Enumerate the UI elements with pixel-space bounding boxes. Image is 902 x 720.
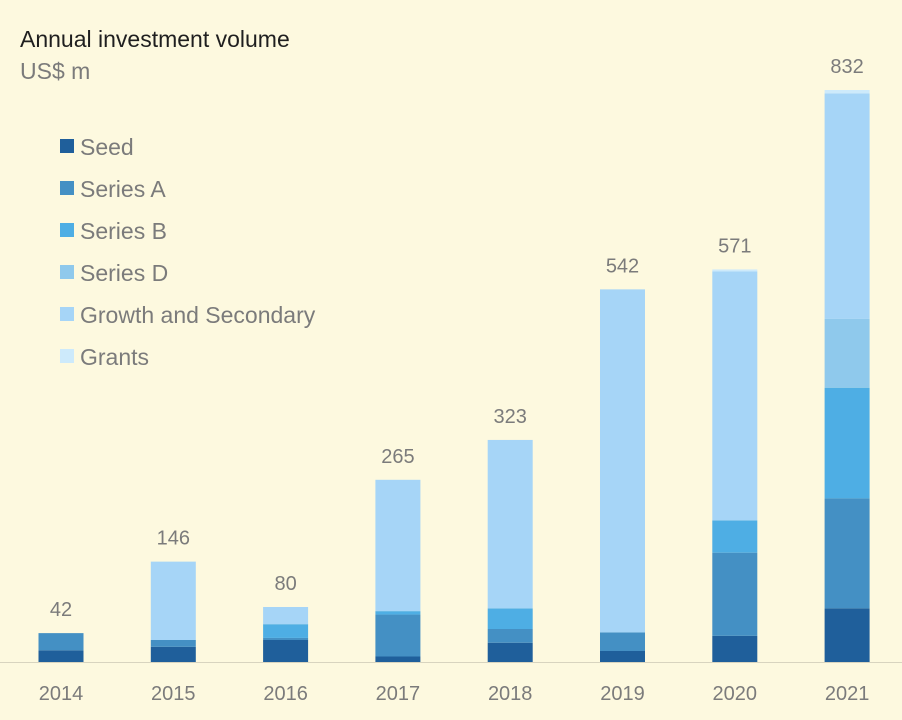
legend-swatch-1: [60, 181, 74, 195]
bar-2021-1: [824, 498, 870, 609]
total-label-2016: 80: [274, 573, 296, 595]
chart-subtitle: US$ m: [20, 58, 90, 84]
total-label-2019: 542: [606, 255, 639, 277]
total-label-2015: 146: [157, 528, 190, 550]
bar-2019-0: [600, 651, 645, 662]
legend-swatch-4: [60, 307, 74, 321]
bar-2021-4: [824, 93, 870, 319]
bar-2017-2: [375, 611, 421, 615]
bars: [38, 90, 870, 662]
bar-2021-3: [824, 318, 870, 388]
bar-2018-1: [487, 629, 533, 643]
bar-2016-4: [263, 607, 309, 625]
bar-2015-0: [150, 646, 196, 662]
x-tick-2014: 2014: [39, 683, 84, 705]
bar-2020-2: [712, 520, 758, 553]
legend-label-0: Seed: [80, 134, 134, 160]
x-tick-2019: 2019: [600, 683, 645, 705]
bar-2017-0: [375, 656, 421, 662]
legend-label-1: Series A: [80, 176, 166, 202]
bar-2015-4: [150, 561, 196, 640]
legend-swatch-5: [60, 349, 74, 363]
chart-title: Annual investment volume: [20, 26, 290, 52]
total-label-2018: 323: [494, 406, 527, 428]
bar-2019-1: [600, 632, 645, 651]
x-tick-2015: 2015: [151, 683, 196, 705]
bar-2020-1: [712, 552, 758, 636]
bar-2020-0: [712, 635, 758, 662]
bar-2020-5: [712, 269, 758, 272]
legend-swatch-2: [60, 223, 74, 237]
bar-2021-5: [824, 90, 870, 94]
bar-2018-0: [487, 642, 533, 662]
x-tick-2021: 2021: [825, 683, 870, 705]
legend-label-2: Series B: [80, 218, 167, 244]
x-tick-2016: 2016: [263, 683, 308, 705]
bar-2019-4: [600, 289, 645, 633]
bar-2017-1: [375, 614, 421, 657]
legend-swatch-0: [60, 139, 74, 153]
bar-2015-1: [150, 640, 196, 647]
bar-2018-2: [487, 608, 533, 629]
legend: Seed Series A Series B Series D Growth and S…: [60, 134, 316, 370]
x-tick-2020: 2020: [713, 683, 758, 705]
legend-swatch-3: [60, 265, 74, 279]
total-label-2021: 832: [830, 56, 863, 78]
x-tick-labels: 2014 2015 2016 2017 2018 2019 2020 2021: [39, 683, 870, 705]
bar-2017-4: [375, 479, 421, 612]
legend-label-3: Series D: [80, 260, 168, 286]
bar-2016-1: [263, 637, 309, 640]
total-labels: 42 146 80 265 323 542 571 832: [50, 56, 864, 621]
bar-2016-0: [263, 640, 309, 662]
legend-label-4: Growth and Secondary: [80, 302, 316, 328]
total-label-2014: 42: [50, 599, 72, 621]
bar-2021-0: [824, 608, 870, 662]
bar-2014-0: [38, 650, 84, 662]
bar-2021-2: [824, 387, 870, 499]
total-label-2017: 265: [381, 446, 414, 468]
bar-2016-2: [263, 624, 309, 638]
legend-label-5: Grants: [80, 344, 149, 370]
total-label-2020: 571: [718, 235, 751, 257]
bar-2018-4: [487, 439, 533, 609]
x-tick-2017: 2017: [376, 683, 421, 705]
bar-2014-1: [38, 633, 84, 651]
x-tick-2018: 2018: [488, 683, 533, 705]
bar-2020-4: [712, 271, 758, 521]
